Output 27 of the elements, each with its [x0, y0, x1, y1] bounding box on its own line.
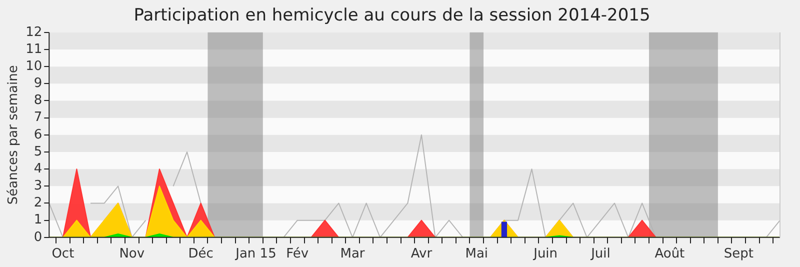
x-tick-label: Déc [188, 246, 214, 262]
y-tick-label: 8 [34, 93, 42, 108]
x-tick-label: Nov [119, 246, 145, 262]
x-tick-label: Août [654, 246, 685, 262]
y-tick-label: 1 [34, 212, 42, 228]
y-tick-label: 0 [34, 230, 42, 245]
x-tick-label: Oct [52, 246, 74, 262]
chart-title: Participation en hemicycle au cours de la session 2014-2015 [134, 6, 650, 26]
x-tick-label: Fév [286, 246, 309, 262]
y-tick-label: 6 [34, 127, 42, 142]
x-tick-label: Jan 15 [234, 246, 276, 262]
y-tick-label: 5 [34, 144, 42, 160]
y-tick-label: 11 [26, 42, 42, 57]
x-tick-label: Juin [532, 246, 558, 262]
y-tick-label: 10 [26, 58, 42, 74]
y-tick-label: 12 [26, 24, 42, 40]
y-tick-label: 9 [34, 76, 42, 92]
y-tick-label: 4 [34, 161, 42, 176]
x-tick-label: Juil [590, 246, 610, 262]
x-tick-label: Mar [340, 246, 366, 262]
y-tick-label: 7 [34, 110, 42, 126]
x-tick-label: Mai [465, 246, 488, 262]
y-tick-label: 2 [34, 196, 42, 211]
x-tick-label: Sept [724, 246, 754, 262]
x-tick-label: Avr [410, 246, 433, 262]
y-tick-label: 3 [34, 178, 42, 194]
y-axis-title: Séances par semaine [6, 65, 22, 205]
